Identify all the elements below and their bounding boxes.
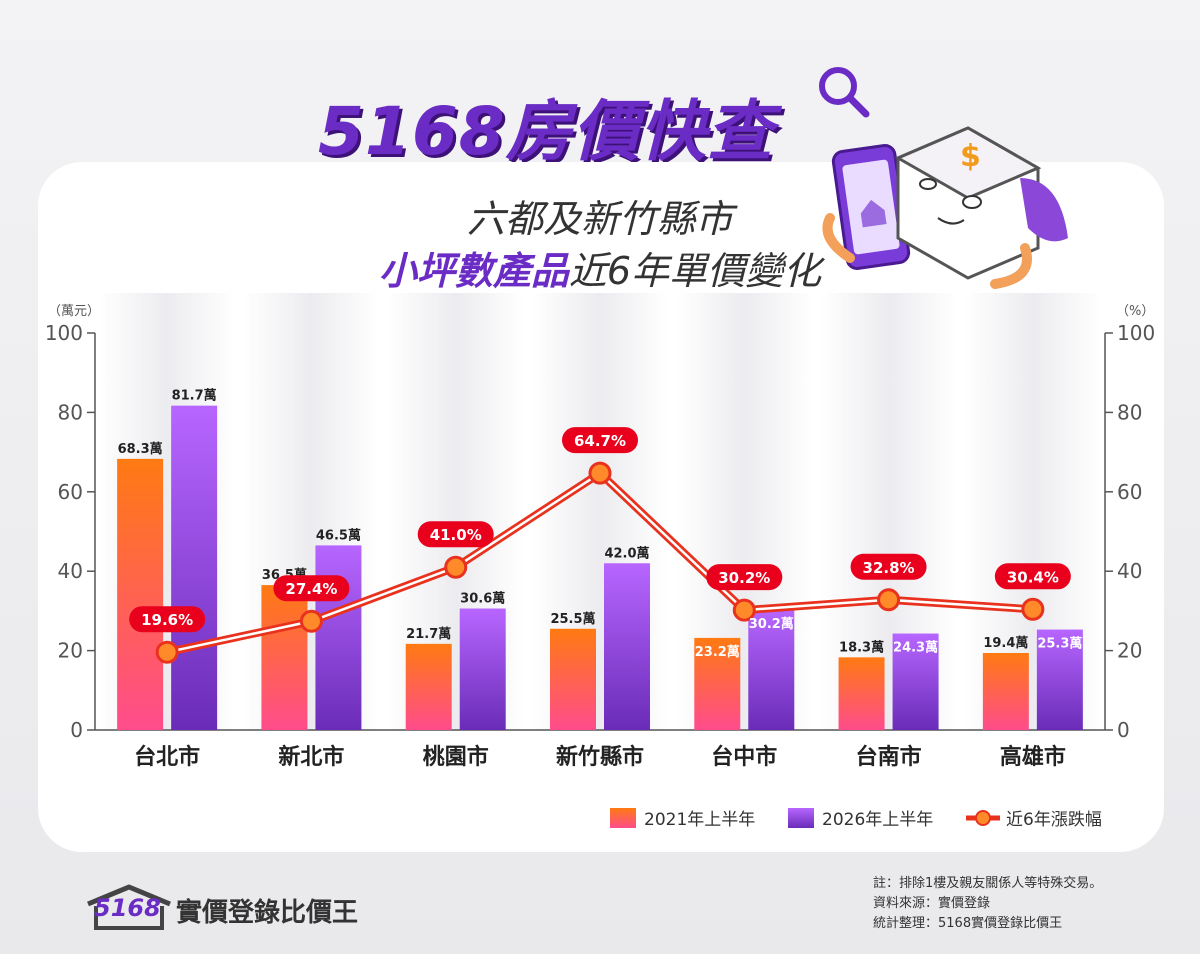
change-label-bg — [417, 521, 494, 548]
legend-label-change: 近6年漲跌幅 — [1006, 810, 1102, 830]
change-point — [299, 609, 323, 633]
bar-2026 — [171, 405, 218, 730]
change-point — [155, 640, 179, 664]
bar-2021-value-label: 18.3萬 — [839, 639, 884, 655]
subtitle-highlight: 小坪數產品 — [378, 249, 569, 293]
change-point — [877, 588, 901, 612]
legend-label-2026: 2026年上半年 — [822, 810, 933, 830]
bar-2026-value-label: 42.0萬 — [604, 545, 649, 561]
y-right-tick-label: 40 — [1117, 559, 1142, 583]
change-value-label: 27.4% — [285, 580, 337, 598]
x-category-label: 高雄市 — [1000, 744, 1066, 770]
bar-2021 — [261, 585, 308, 730]
y-left-tick-label: 60 — [58, 480, 83, 504]
chart-subtitle-line2: 小坪數產品近6年單價變化 — [0, 240, 1200, 295]
y-right-tick-label: 100 — [1117, 321, 1155, 345]
bar-2021 — [838, 657, 885, 730]
footnote-3: 統計整理：5168實價登錄比價王 — [873, 916, 1063, 931]
y-left-tick-label: 100 — [45, 321, 83, 345]
y-left-tick-label: 80 — [58, 400, 83, 424]
y-right-tick-label: 60 — [1117, 480, 1142, 504]
change-label-bg — [850, 553, 927, 580]
change-value-label: 41.0% — [430, 526, 482, 544]
bar-2026-value-label: 25.3萬 — [1037, 636, 1082, 652]
x-category-label: 台中市 — [711, 744, 777, 770]
legend-swatch-point — [975, 810, 991, 826]
bar-2026-value-label: 81.7萬 — [172, 388, 217, 404]
bar-2021 — [117, 458, 164, 730]
y-right-tick-label: 0 — [1117, 718, 1130, 742]
y-axis-right-unit: （%） — [1116, 304, 1154, 319]
bar-2021 — [405, 643, 452, 730]
logo-text: 實價登錄比價王 — [176, 898, 359, 928]
change-value-label: 30.2% — [718, 569, 770, 587]
footnote-2: 資料來源：實價登錄 — [873, 896, 991, 911]
bar-2026-value-label: 46.5萬 — [316, 527, 361, 543]
bar-2021 — [982, 652, 1029, 730]
change-label-bg — [994, 563, 1071, 590]
change-value-label: 32.8% — [863, 559, 915, 577]
bar-2021-value-label: 68.3萬 — [118, 441, 163, 457]
y-left-tick-label: 0 — [70, 718, 83, 742]
logo-number: 5168 — [94, 894, 161, 922]
chart-subtitle-line1: 六都及新竹縣市 — [466, 197, 733, 241]
x-category-label: 桃園市 — [423, 744, 489, 770]
change-point — [588, 461, 612, 485]
y-right-tick-label: 20 — [1117, 639, 1142, 663]
change-label-bg — [706, 564, 783, 591]
change-value-label: 30.4% — [1007, 568, 1059, 586]
x-category-label: 台南市 — [856, 744, 922, 770]
change-label-bg — [273, 575, 350, 602]
change-point — [1021, 597, 1045, 621]
brand-title: 5168房價快查 — [318, 93, 774, 170]
change-value-label: 64.7% — [574, 432, 626, 450]
svg-text:$: $ — [960, 139, 981, 174]
legend-swatch-2021 — [610, 808, 636, 828]
bar-2021-value-label: 21.7萬 — [406, 626, 451, 642]
x-category-label: 新竹縣市 — [556, 744, 644, 770]
change-label-bg — [562, 427, 638, 454]
change-point — [732, 598, 756, 622]
bar-2021-value-label: 25.5萬 — [550, 611, 595, 627]
y-left-tick-label: 40 — [58, 559, 83, 583]
subtitle-rest: 近6年單價變化 — [568, 249, 822, 293]
mascot-illustration: $ — [822, 126, 1068, 289]
legend-label-2021: 2021年上半年 — [644, 810, 755, 830]
bar-2026 — [892, 633, 939, 730]
footnotes: 註：排除1樓及親友關係人等特殊交易。 資料來源：實價登錄 統計整理：5168實價… — [873, 874, 1102, 934]
x-category-label: 新北市 — [278, 744, 344, 770]
bar-2026-value-label: 30.6萬 — [460, 591, 505, 607]
bar-2021-value-label: 23.2萬 — [695, 644, 740, 660]
bar-2026-value-label: 30.2萬 — [749, 616, 794, 632]
bar-2026 — [748, 610, 795, 730]
y-left-tick-label: 20 — [58, 639, 83, 663]
house-logo-icon — [87, 884, 171, 930]
bar-2021 — [550, 628, 596, 730]
bar-2026-value-label: 24.3萬 — [893, 640, 938, 656]
magnifier-icon — [819, 67, 870, 118]
change-value-label: 19.6% — [141, 611, 193, 629]
y-axis-left-unit: （萬元） — [48, 304, 100, 319]
legend-swatch-2026 — [788, 808, 814, 828]
y-right-tick-label: 80 — [1117, 400, 1142, 424]
bar-2026 — [459, 608, 506, 730]
bar-2026 — [604, 563, 650, 730]
change-label-bg — [129, 606, 206, 633]
bar-2026 — [315, 545, 362, 730]
x-category-label: 台北市 — [134, 744, 200, 770]
bar-2021 — [694, 637, 741, 730]
change-point — [444, 555, 468, 579]
footnote-1: 註：排除1樓及親友關係人等特殊交易。 — [873, 876, 1103, 891]
bar-2026 — [1036, 629, 1083, 730]
bar-2021-value-label: 19.4萬 — [983, 635, 1028, 651]
